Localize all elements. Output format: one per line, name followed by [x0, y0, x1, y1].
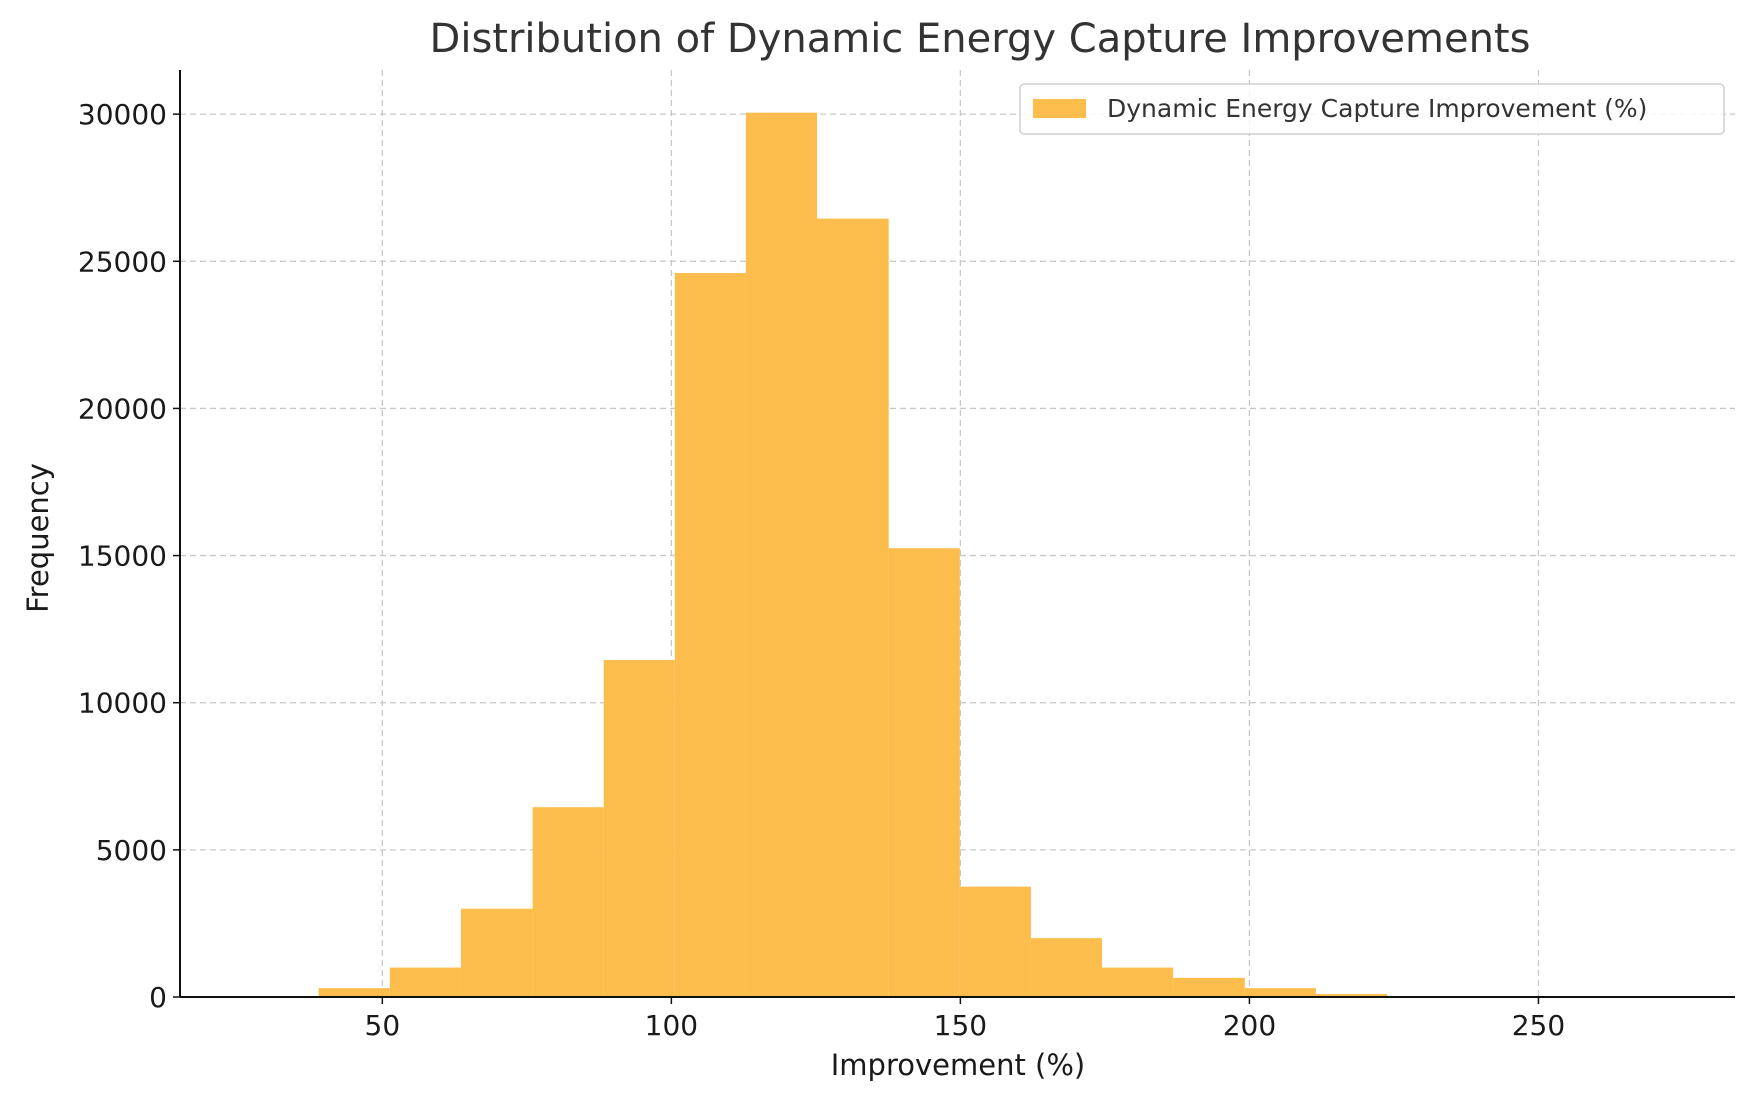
y-tick-label: 10000 [78, 687, 167, 720]
histogram-bar [674, 273, 746, 997]
histogram-bar [460, 908, 533, 997]
histogram-bar [888, 548, 960, 997]
y-tick-label: 30000 [78, 98, 167, 131]
x-tick-label: 200 [1223, 1009, 1276, 1042]
y-tick-label: 5000 [96, 834, 167, 867]
x-tick-label: 150 [934, 1009, 987, 1042]
ticks-layer: 50 100 150 200 250 0 5000 10000 15000 20000 25000 3… [78, 98, 1565, 1042]
histogram-bar [318, 988, 390, 997]
legend-swatch [1033, 99, 1086, 118]
y-tick-label: 20000 [78, 392, 167, 425]
histogram-bar [1102, 967, 1174, 997]
histogram-bar [1315, 994, 1388, 997]
histogram-bar [745, 112, 818, 997]
x-tick-label: 100 [645, 1009, 698, 1042]
y-tick-label: 0 [149, 981, 167, 1014]
histogram-bar [959, 886, 1031, 997]
x-tick-label: 50 [365, 1009, 401, 1042]
y-tick-label: 25000 [78, 245, 167, 278]
histogram-bar [389, 967, 461, 997]
y-axis-label: Frequency [21, 463, 55, 613]
histogram-bar [532, 807, 604, 997]
bars-layer [318, 112, 1459, 998]
chart-title: Distribution of Dynamic Energy Capture I… [430, 16, 1531, 62]
histogram-bar [603, 660, 675, 997]
x-axis-label: Improvement (%) [831, 1048, 1086, 1082]
histogram-bar [1030, 938, 1103, 997]
axes-layer [179, 70, 1735, 998]
histogram-bar [817, 218, 889, 998]
x-tick-label: 250 [1512, 1009, 1565, 1042]
histogram-bar [1244, 988, 1316, 997]
histogram-bar [1173, 977, 1245, 997]
legend-frame [1019, 83, 1725, 135]
legend: Dynamic Energy Capture Improvement (%) [1019, 83, 1725, 135]
legend-label: Dynamic Energy Capture Improvement (%) [1107, 94, 1647, 123]
y-tick-label: 15000 [78, 540, 167, 573]
